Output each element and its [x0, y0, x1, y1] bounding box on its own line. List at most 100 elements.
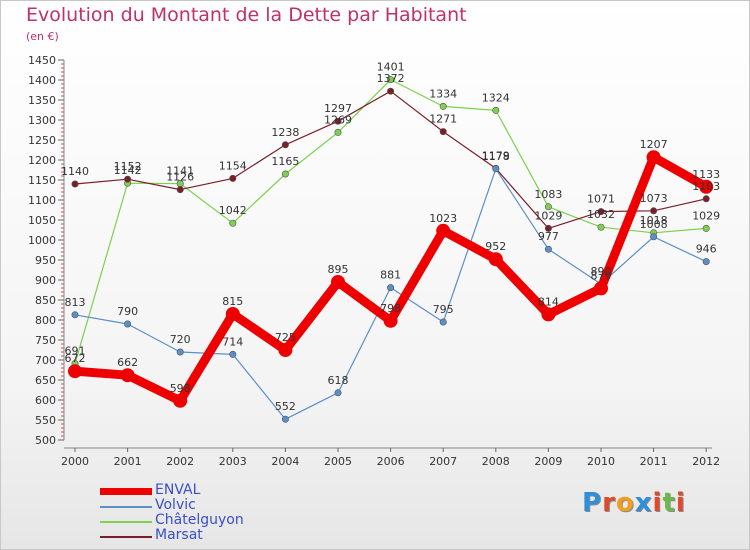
data-label: 1334 — [429, 87, 457, 100]
x-tick-label: 2012 — [692, 455, 720, 468]
y-tick-label: 850 — [35, 294, 56, 307]
data-label: 977 — [538, 230, 559, 243]
data-label: 1401 — [377, 61, 405, 74]
data-label: 691 — [65, 345, 86, 358]
data-point — [124, 320, 132, 328]
data-label: 879 — [591, 269, 612, 282]
data-label: 1324 — [482, 91, 510, 104]
data-point — [436, 223, 451, 238]
y-tick-label: 1150 — [28, 174, 56, 187]
data-point — [176, 186, 184, 194]
y-tick-label: 1350 — [28, 94, 56, 107]
data-point — [68, 364, 82, 379]
data-label: 881 — [380, 269, 401, 282]
data-label: 895 — [328, 263, 349, 276]
data-label: 1142 — [114, 164, 142, 177]
data-point — [173, 393, 188, 408]
data-label: 946 — [696, 243, 717, 256]
data-label: 1029 — [534, 209, 562, 222]
data-point — [544, 224, 552, 232]
data-point — [281, 170, 289, 178]
data-label: 1141 — [166, 165, 194, 178]
data-point — [439, 102, 447, 110]
data-label: 618 — [328, 374, 349, 387]
data-point — [702, 258, 710, 266]
data-label: 1207 — [640, 138, 668, 151]
data-label: 815 — [222, 295, 243, 308]
legend-label: ENVAL — [155, 482, 201, 498]
x-tick-label: 2002 — [166, 455, 194, 468]
y-tick-label: 900 — [35, 274, 56, 287]
data-label: 813 — [65, 296, 86, 309]
data-point — [229, 350, 237, 358]
data-point — [650, 207, 658, 215]
legend-swatch — [100, 488, 152, 495]
legend-label: Marsat — [155, 527, 203, 543]
legend-label: Volvic — [155, 497, 196, 513]
legend-label: Châtelguyon — [155, 512, 244, 528]
data-label: 1083 — [534, 188, 562, 201]
y-tick-label: 950 — [35, 254, 56, 267]
data-label: 672 — [65, 352, 86, 365]
data-point — [492, 165, 500, 173]
data-label: 1152 — [114, 160, 142, 173]
x-tick-label: 2008 — [482, 455, 510, 468]
data-label: 790 — [117, 305, 138, 318]
data-point — [334, 117, 342, 125]
data-label: 1154 — [219, 159, 247, 172]
data-label: 714 — [222, 335, 243, 348]
data-point — [334, 128, 342, 136]
y-tick-label: 1100 — [28, 194, 56, 207]
x-tick-label: 2006 — [377, 455, 405, 468]
data-point — [229, 174, 237, 182]
data-point — [331, 275, 345, 289]
x-tick-label: 2004 — [271, 455, 299, 468]
y-tick-label: 1450 — [28, 54, 56, 67]
data-point — [176, 348, 184, 356]
y-tick-label: 1050 — [28, 214, 56, 227]
legend-swatch — [100, 506, 152, 508]
data-point — [646, 150, 661, 165]
legend-swatch — [100, 536, 152, 538]
logo-letter: x — [634, 488, 653, 518]
data-point — [383, 313, 398, 328]
logo-letter: i — [652, 488, 663, 518]
data-label: 1372 — [377, 72, 405, 85]
data-point — [281, 141, 289, 149]
data-point — [597, 208, 605, 216]
y-tick-label: 1250 — [28, 134, 56, 147]
data-point — [541, 307, 556, 322]
chart-title: Evolution du Montant de la Dette par Hab… — [26, 4, 467, 26]
y-tick-label: 1300 — [28, 114, 56, 127]
data-point — [387, 76, 395, 84]
x-tick-label: 2005 — [324, 455, 352, 468]
y-tick-label: 500 — [35, 434, 56, 447]
data-label: 795 — [433, 303, 454, 316]
data-label: 1179 — [482, 149, 510, 162]
data-label: 952 — [485, 240, 506, 253]
logo-letter: r — [602, 488, 616, 518]
data-label: 1271 — [429, 113, 457, 126]
data-point — [544, 203, 552, 211]
data-label: 1018 — [640, 214, 668, 227]
x-tick-label: 2001 — [114, 455, 142, 468]
logo-letter: t — [662, 488, 676, 518]
data-point — [387, 284, 395, 292]
logo-letter: P — [582, 488, 603, 518]
data-label: 1297 — [324, 102, 352, 115]
data-label: 725 — [275, 331, 296, 344]
y-tick-label: 800 — [35, 314, 56, 327]
data-label: 1103 — [692, 180, 720, 193]
data-point — [225, 307, 240, 321]
y-tick-label: 1400 — [28, 74, 56, 87]
data-label: 1140 — [61, 165, 89, 178]
data-point — [71, 180, 79, 188]
data-point — [699, 179, 714, 194]
data-point — [71, 311, 79, 319]
data-point — [594, 281, 608, 296]
data-point — [492, 106, 500, 114]
y-tick-label: 1000 — [28, 234, 56, 247]
data-label: 598 — [170, 382, 191, 395]
